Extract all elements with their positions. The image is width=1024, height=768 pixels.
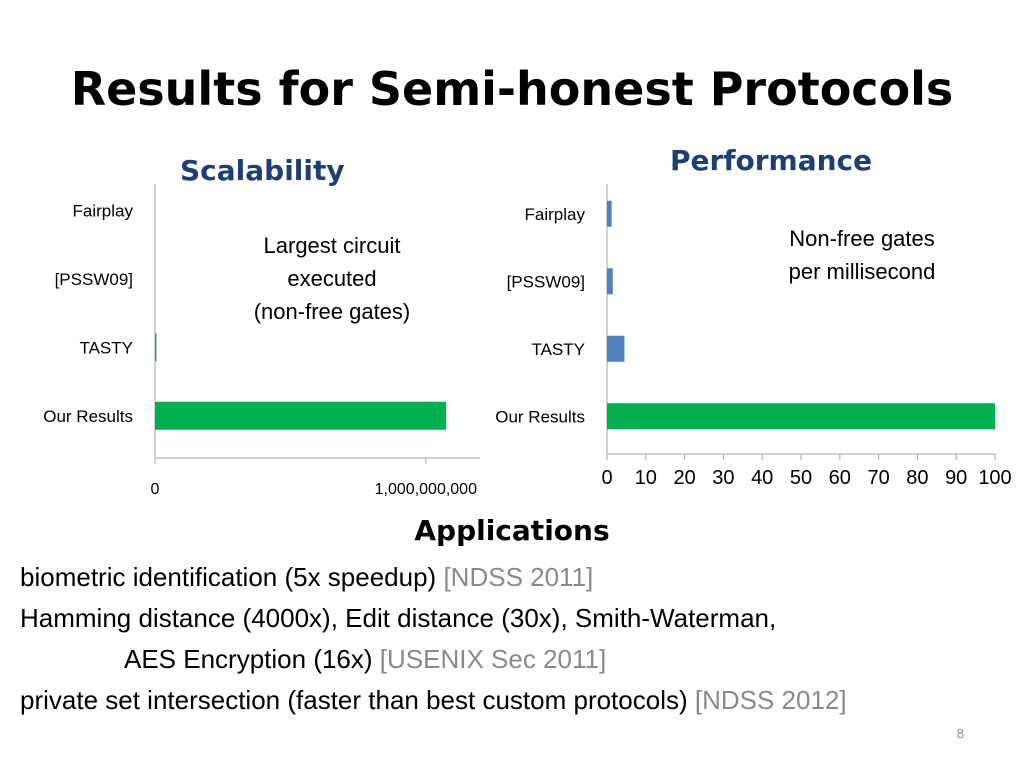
x-tick-label: 0	[601, 467, 612, 489]
slide-title: Results for Semi-honest Protocols	[70, 62, 954, 116]
category-label: Our Results	[43, 407, 133, 426]
x-tick-label: 30	[712, 467, 734, 489]
x-tick-label: 0	[151, 481, 160, 498]
scalability-annotation-line-2: executed	[287, 266, 377, 291]
x-tick-label: 90	[945, 467, 967, 489]
citation: [NDSS 2011]	[443, 562, 594, 592]
citation: [USENIX Sec 2011]	[379, 644, 607, 674]
category-label: Fairplay	[73, 201, 134, 220]
citation: [NDSS 2012]	[694, 685, 847, 715]
category-label: TASTY	[79, 338, 133, 357]
bar-pssw09	[607, 268, 613, 295]
performance-annotation-line-2: per millisecond	[788, 259, 936, 284]
x-tick-label: 60	[829, 467, 851, 489]
x-tick-label: 80	[906, 467, 928, 489]
performance-annotation: Non-free gates per millisecond	[742, 222, 982, 288]
x-tick-label: 50	[790, 467, 812, 489]
scalability-annotation: Largest circuit executed (non-free gates…	[212, 229, 452, 328]
x-tick-label: 40	[751, 467, 773, 489]
applications-heading: Applications	[414, 514, 610, 547]
scalability-chart-title: Scalability	[180, 154, 345, 187]
bar-our-results	[607, 403, 995, 430]
x-tick-label: 70	[867, 467, 889, 489]
bar-our-results	[155, 401, 447, 430]
x-tick-label: 10	[635, 467, 657, 489]
performance-chart: Fairplay [PSSW09] TASTY Our Results 0 10 20 30 4…	[495, 184, 1012, 489]
performance-chart-title: Performance	[670, 144, 873, 177]
slide-number: 8	[956, 726, 964, 741]
category-label: Our Results	[495, 407, 585, 426]
x-tick-label: 100	[978, 467, 1011, 489]
scalability-annotation-line-1: Largest circuit	[263, 233, 401, 258]
bar-tasty	[155, 333, 157, 362]
performance-annotation-line-1: Non-free gates	[789, 226, 935, 251]
application-line-4: private set intersection (faster than be…	[20, 685, 847, 715]
scalability-chart: Fairplay [PSSW09] TASTY Our Results 0 1,000,0…	[43, 184, 480, 498]
x-tick-label: 20	[673, 467, 695, 489]
application-line-2: Hamming distance (4000x), Edit distance …	[20, 603, 777, 633]
category-label: Fairplay	[525, 205, 586, 224]
bar-fairplay	[607, 200, 612, 227]
category-label: [PSSW09]	[507, 272, 585, 291]
category-label: TASTY	[531, 340, 585, 359]
application-line-1: biometric identification (5x speedup) [N…	[20, 562, 594, 592]
bar-tasty	[607, 335, 625, 362]
scalability-annotation-line-3: (non-free gates)	[253, 299, 411, 324]
application-line-3: AES Encryption (16x) [USENIX Sec 2011]	[124, 644, 607, 674]
x-tick-label: 1,000,000,000	[375, 481, 477, 498]
category-label: [PSSW09]	[55, 270, 133, 289]
